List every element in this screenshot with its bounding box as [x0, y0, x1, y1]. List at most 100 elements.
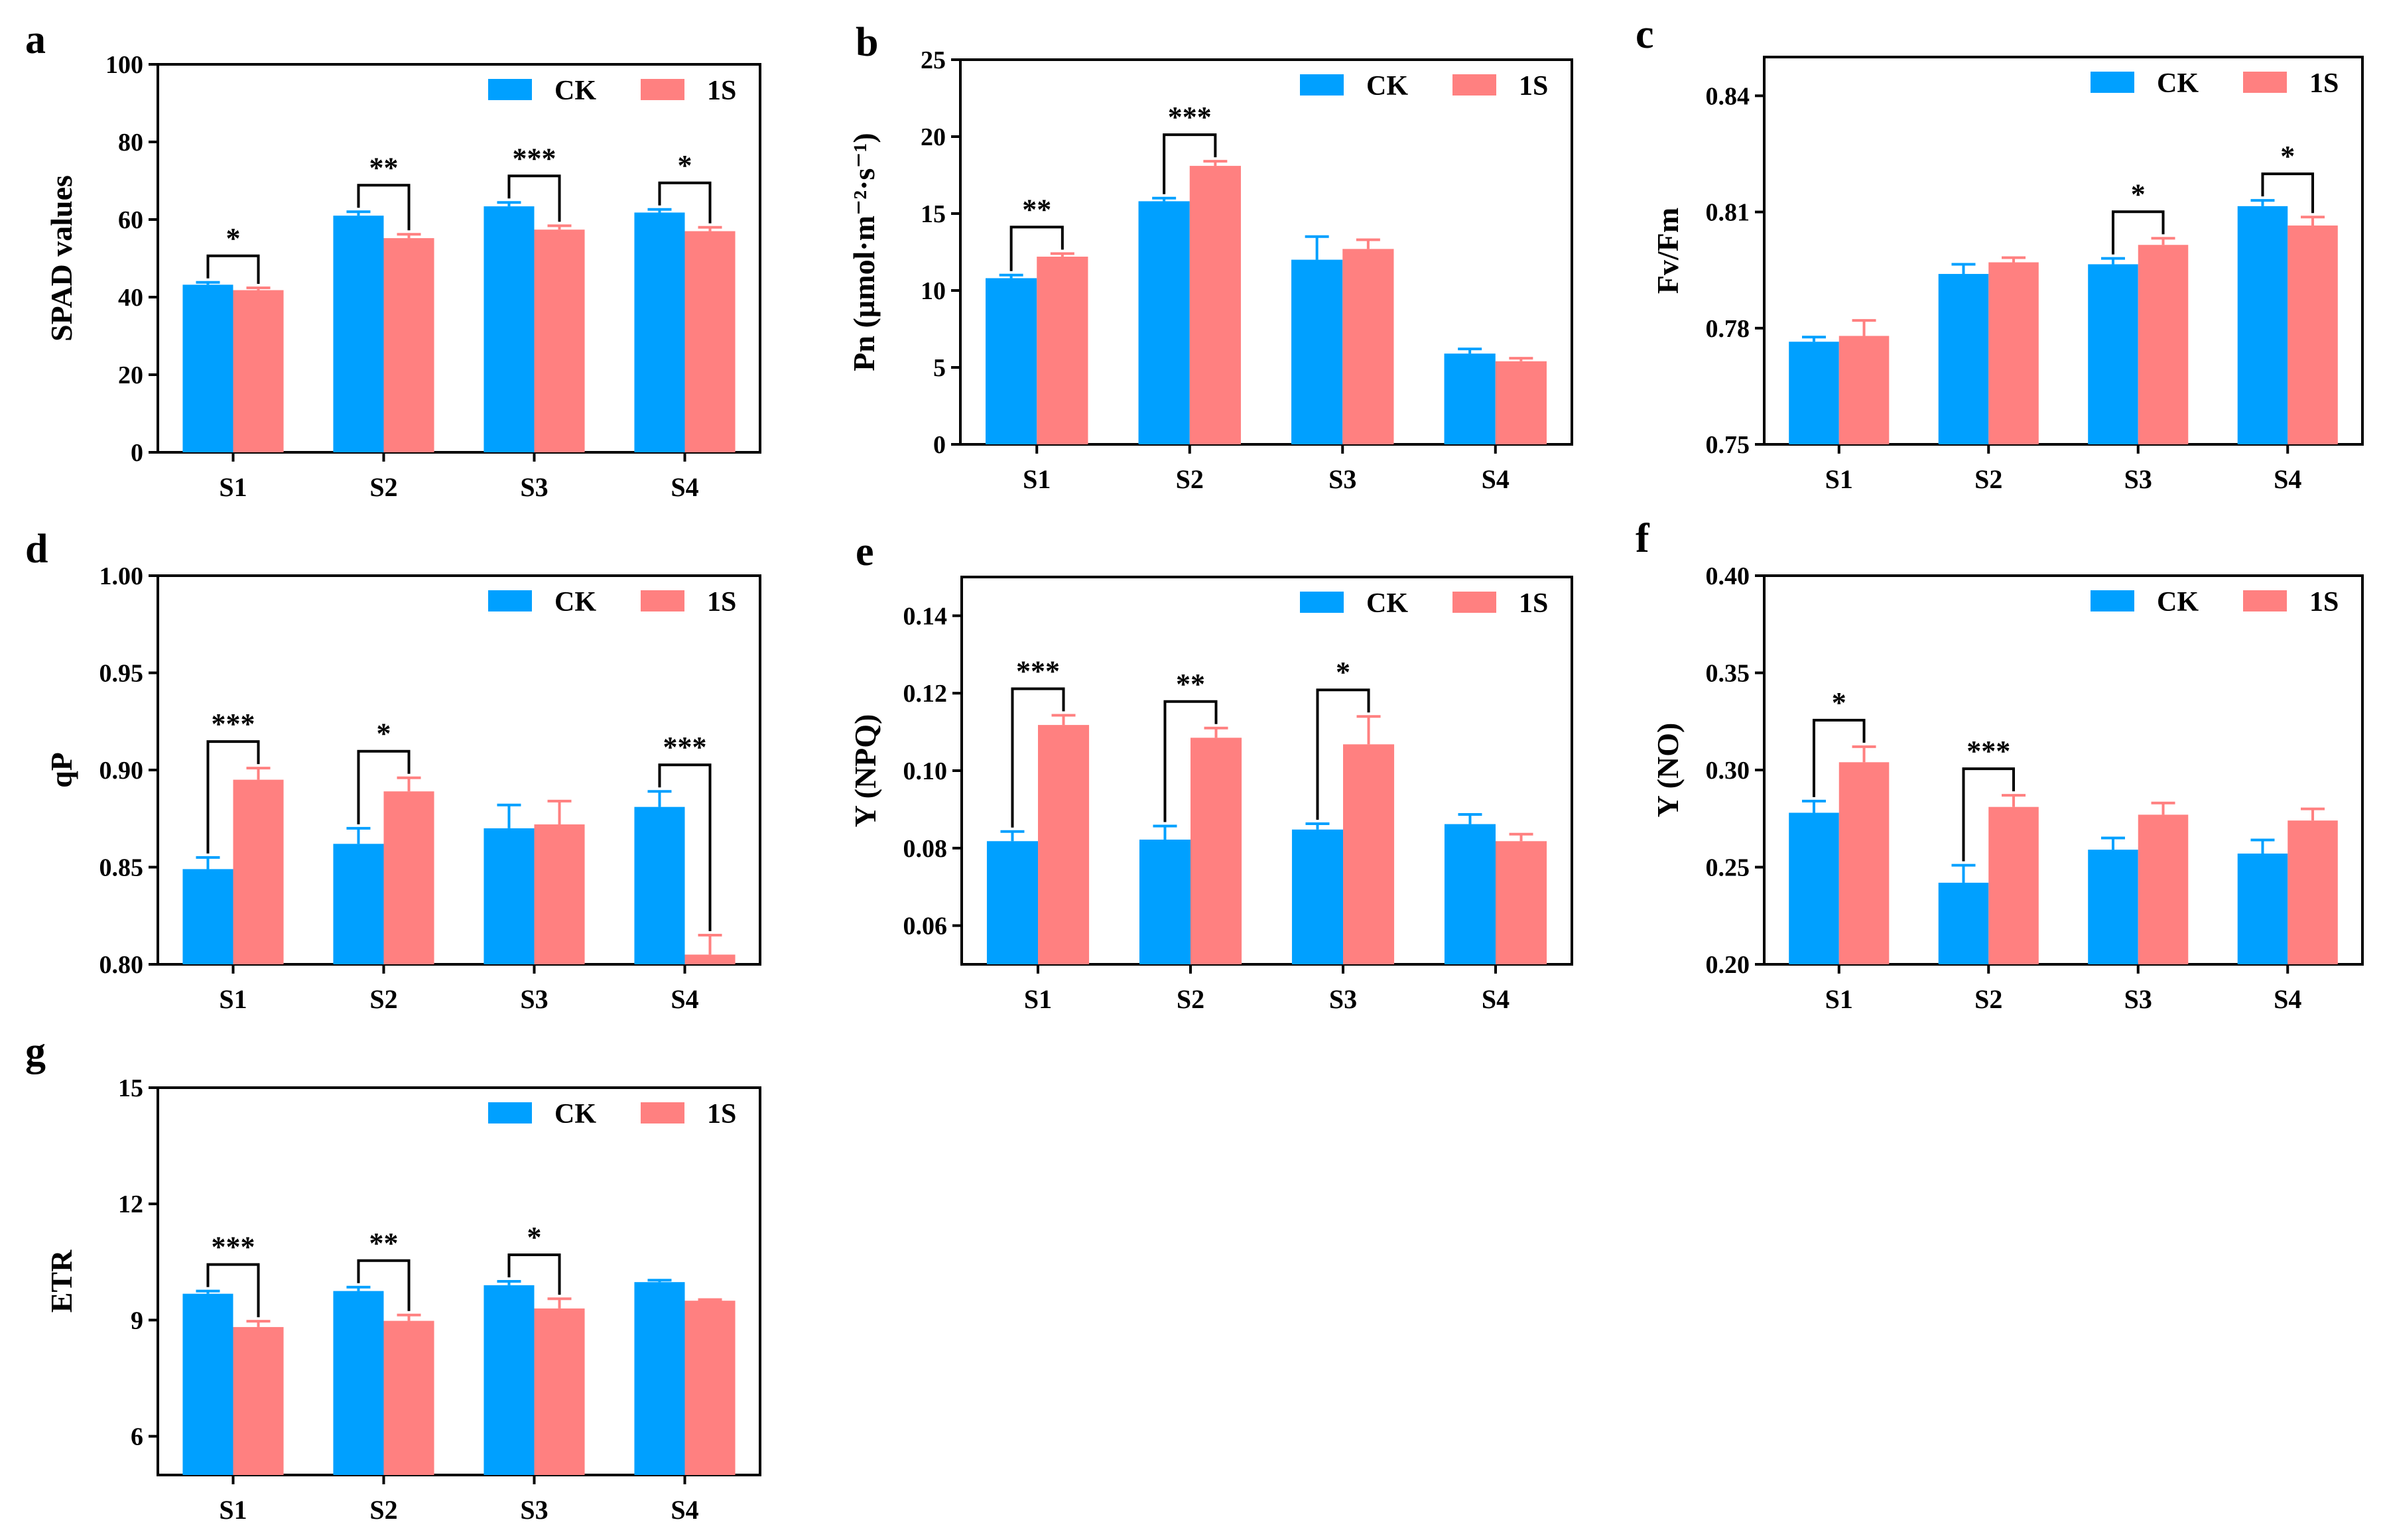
y-axis-title: SPAD values — [44, 175, 78, 342]
significance-bracket — [1812, 718, 1866, 797]
x-tick-label: S4 — [671, 984, 698, 1014]
x-tick-label: S2 — [369, 472, 397, 502]
panel-e: e 0.06 0.08 0.10 0.12 0.14 Y (NPQ) S1 *** S2 ** S3 *… — [848, 529, 1573, 1014]
significance-bracket — [357, 749, 411, 824]
significance-label: * — [1336, 656, 1350, 688]
legend-swatch-CK — [488, 590, 532, 611]
significance-bracket — [507, 1253, 561, 1295]
significance-label: * — [2280, 140, 2295, 172]
bar-CK-S1 — [1789, 342, 1839, 444]
y-tick-label: 0 — [131, 439, 143, 467]
legend-label-CK: CK — [2157, 587, 2199, 617]
bar-CK-S1 — [986, 841, 1038, 964]
significance-label: * — [377, 718, 391, 750]
y-tick-label: 15 — [118, 1074, 143, 1102]
bar-CK-S3 — [2088, 850, 2138, 964]
bar-1S-S2 — [1988, 806, 2039, 964]
x-tick-label: S2 — [1974, 464, 2002, 494]
legend-swatch-1S — [641, 1102, 684, 1123]
x-tick-label: S3 — [520, 472, 548, 502]
panel-letter: c — [1636, 12, 1654, 57]
y-tick-label: 0.85 — [99, 854, 144, 882]
bar-CK-S3 — [1291, 829, 1343, 964]
significance-label: * — [678, 149, 692, 182]
bar-CK-S2 — [333, 216, 384, 452]
x-tick-label: S1 — [1023, 464, 1051, 494]
significance-label: *** — [212, 708, 255, 740]
plot-frame — [157, 574, 761, 966]
legend-label-1S: 1S — [707, 587, 736, 617]
y-tick-label: 0.78 — [1706, 315, 1750, 343]
plot-frame — [960, 576, 1573, 966]
bar-CK-S4 — [634, 212, 685, 452]
bar-CK-S2 — [1938, 882, 1989, 964]
panel-letter: e — [856, 529, 874, 574]
bar-CK-S2 — [1139, 839, 1191, 964]
bar-CK-S4 — [1444, 353, 1496, 444]
significance-bracket — [1011, 687, 1065, 828]
legend-label-1S: 1S — [1519, 71, 1548, 101]
bar-1S-S2 — [383, 791, 434, 964]
panel-b: b 0 5 10 15 20 25 Pn (µmol·m⁻²·s⁻¹) S1 ** S2 *** S3 S… — [847, 20, 1573, 494]
panel-f: f 0.20 0.25 0.30 0.35 0.40 Y (NO) S1 * S2 *** S3 S4 C… — [1636, 516, 2364, 1014]
y-tick-label: 0.06 — [903, 913, 948, 940]
y-tick-label: 5 — [933, 354, 946, 382]
panel-letter: d — [25, 527, 48, 572]
legend-label-CK: CK — [2157, 68, 2199, 99]
panel-d: d 0.80 0.85 0.90 0.95 1.00 qP S1 *** S2 * S3 S4 *** CK… — [25, 527, 761, 1014]
bar-1S-S4 — [2288, 820, 2338, 964]
y-tick-label: 0.14 — [903, 602, 948, 630]
plot-frame — [157, 63, 761, 454]
bar-1S-S2 — [1191, 738, 1242, 964]
bar-CK-S3 — [483, 206, 535, 452]
significance-bracket — [1009, 225, 1064, 271]
legend-swatch-1S — [2243, 72, 2287, 93]
x-tick-label: S4 — [1482, 984, 1510, 1014]
y-tick-label: 80 — [118, 129, 143, 157]
significance-label: ** — [369, 1227, 399, 1259]
x-tick-label: S2 — [1974, 984, 2002, 1014]
significance-label: *** — [212, 1231, 255, 1263]
bar-1S-S3 — [534, 229, 585, 452]
y-tick-label: 0.10 — [903, 757, 948, 785]
legend-label-1S: 1S — [707, 1099, 736, 1129]
bar-CK-S1 — [182, 1293, 233, 1475]
bar-CK-S4 — [2237, 206, 2288, 444]
legend-swatch-1S — [641, 590, 684, 611]
legend-label-1S: 1S — [1519, 588, 1548, 619]
significance-label: * — [527, 1221, 542, 1253]
y-tick-label: 0.75 — [1706, 431, 1750, 459]
x-tick-label: S2 — [369, 1495, 397, 1525]
y-tick-label: 0.80 — [99, 951, 144, 979]
bar-1S-S1 — [1037, 256, 1088, 444]
legend-swatch-1S — [2243, 590, 2287, 611]
y-tick-label: 10 — [921, 277, 946, 305]
legend-label-CK: CK — [554, 587, 596, 617]
y-tick-label: 1.00 — [99, 562, 144, 590]
significance-label: *** — [1966, 735, 2010, 767]
y-tick-label: 20 — [921, 123, 946, 151]
x-tick-label: S1 — [1825, 464, 1853, 494]
significance-bracket — [507, 174, 561, 222]
y-axis-title: Pn (µmol·m⁻²·s⁻¹) — [847, 133, 881, 371]
x-tick-label: S3 — [2124, 984, 2152, 1014]
panel-a: a 0 20 40 60 80 100 SPAD values S1 * S2 ** S3 *** S4 * C… — [25, 17, 761, 502]
bar-1S-S1 — [233, 290, 284, 452]
bar-1S-S2 — [1988, 262, 2039, 444]
panel-letter: f — [1636, 516, 1650, 561]
y-axis-title: qP — [44, 752, 78, 788]
y-axis-title: Y (NO) — [1651, 723, 1685, 818]
significance-bracket — [357, 1259, 411, 1311]
x-tick-label: S4 — [2274, 984, 2301, 1014]
significance-label: * — [1832, 686, 1846, 719]
bar-1S-S3 — [534, 824, 585, 964]
legend-swatch-1S — [1452, 592, 1496, 613]
bar-CK-S4 — [634, 1282, 685, 1475]
x-tick-label: S1 — [1024, 984, 1052, 1014]
y-tick-label: 0.40 — [1706, 562, 1750, 590]
y-axis-title: ETR — [44, 1250, 78, 1313]
legend-swatch-1S — [641, 79, 684, 100]
significance-bracket — [357, 184, 411, 231]
x-tick-label: S1 — [1825, 984, 1853, 1014]
y-tick-label: 15 — [921, 200, 946, 228]
